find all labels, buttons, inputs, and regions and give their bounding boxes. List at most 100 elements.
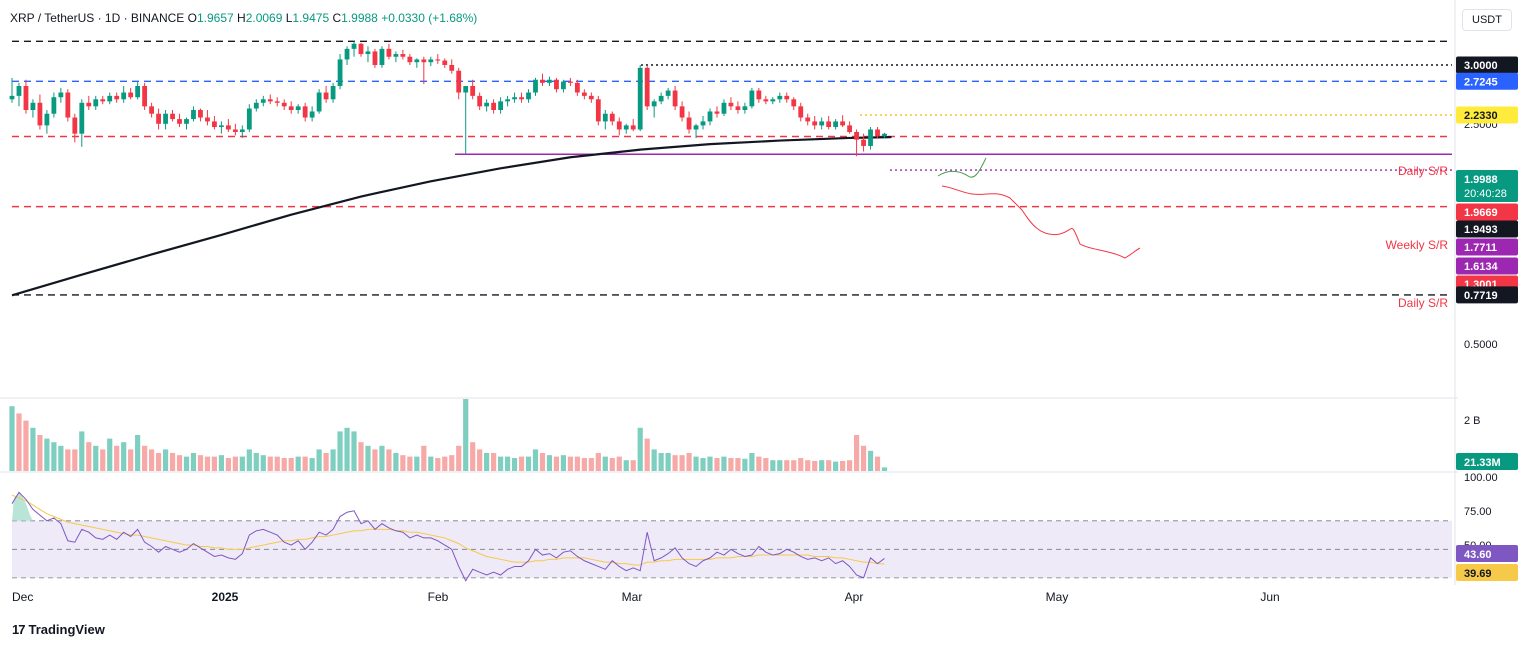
price-tag-1-9669 bbox=[1456, 203, 1518, 221]
volume-bar bbox=[798, 458, 804, 471]
price-tag-2-7245 bbox=[1456, 72, 1518, 90]
candle-body bbox=[826, 121, 832, 128]
volume-bar bbox=[784, 460, 790, 471]
volume-bar bbox=[155, 453, 162, 471]
candle-body bbox=[700, 121, 706, 126]
rsi-tick: 100.00 bbox=[1464, 472, 1498, 484]
candle-body bbox=[833, 121, 839, 128]
close-label: C bbox=[332, 11, 342, 25]
volume-bar bbox=[777, 460, 783, 471]
volume-bar bbox=[128, 449, 134, 471]
candle-body bbox=[568, 81, 573, 83]
volume-bar bbox=[358, 442, 364, 471]
candle-body bbox=[735, 106, 741, 110]
candle-body bbox=[742, 106, 748, 110]
candle-body bbox=[630, 125, 636, 130]
volume-bar bbox=[644, 438, 650, 471]
volume-bar bbox=[393, 453, 399, 471]
candle-body bbox=[400, 54, 406, 57]
volume-bar bbox=[812, 460, 818, 471]
volume-bar bbox=[267, 456, 273, 471]
rsi-tag bbox=[1456, 545, 1518, 562]
price-tag-3-text: 3.0000 bbox=[1464, 60, 1498, 72]
volume-bar bbox=[51, 442, 57, 471]
volume-bar bbox=[623, 460, 629, 471]
candle-body bbox=[854, 131, 859, 140]
volume-bar bbox=[805, 460, 811, 471]
candle-body bbox=[428, 59, 434, 63]
candle-body bbox=[693, 125, 699, 130]
candle-body bbox=[574, 82, 580, 93]
candle-body bbox=[379, 48, 385, 65]
candle-body bbox=[372, 51, 378, 65]
candle-body bbox=[93, 99, 99, 107]
tradingview-logo[interactable]: 17 TradingView bbox=[12, 622, 105, 637]
volume-bar bbox=[37, 435, 43, 471]
volume-bar bbox=[407, 456, 413, 471]
volume-bar bbox=[470, 442, 476, 471]
candle-body bbox=[163, 113, 168, 124]
volume-bar bbox=[791, 460, 797, 471]
candle-body bbox=[9, 95, 15, 100]
candle-body bbox=[456, 70, 462, 93]
candle-body bbox=[588, 95, 594, 100]
volume-bar bbox=[651, 449, 657, 471]
price-tag-1-7711-text: 1.7711 bbox=[1464, 242, 1497, 254]
candle-body bbox=[260, 99, 266, 103]
volume-bar bbox=[511, 458, 518, 471]
candle-body bbox=[44, 113, 50, 126]
volume-bar bbox=[449, 455, 455, 471]
volume-bar bbox=[630, 460, 636, 471]
volume-bar bbox=[246, 449, 252, 471]
currency-button[interactable]: USDT bbox=[1462, 9, 1512, 31]
tradingview-name: TradingView bbox=[28, 622, 105, 637]
candle-body bbox=[505, 99, 510, 102]
rsi-ma-tag bbox=[1456, 564, 1518, 581]
volume-bar bbox=[728, 458, 734, 471]
volume-bar bbox=[379, 445, 385, 471]
candle-body bbox=[170, 113, 175, 120]
volume-bar bbox=[477, 449, 483, 471]
candle-body bbox=[442, 60, 448, 65]
volume-bar bbox=[44, 438, 50, 471]
volume-bar bbox=[491, 453, 497, 471]
volume-bar bbox=[309, 458, 315, 471]
candle-body bbox=[302, 106, 308, 118]
price-tick: 0.5000 bbox=[1464, 339, 1498, 351]
volume-bar bbox=[700, 458, 706, 471]
volume-bar bbox=[100, 449, 106, 471]
candle-body bbox=[239, 129, 245, 132]
volume-bar bbox=[532, 449, 539, 471]
volume-bar bbox=[107, 438, 113, 471]
candle-body bbox=[288, 106, 294, 110]
sma-200-line bbox=[11, 135, 892, 297]
candle-body bbox=[386, 48, 392, 57]
volume-bar bbox=[658, 453, 664, 471]
volume-bar bbox=[9, 406, 15, 471]
candle-body bbox=[526, 92, 531, 100]
tradingview-logo-icon: 17 bbox=[12, 622, 26, 637]
volume-bar bbox=[456, 445, 462, 471]
high-label: H bbox=[237, 11, 246, 25]
time-tick: 2025 bbox=[212, 590, 239, 604]
symbol-label[interactable]: XRP / TetherUS · 1D · BINANCE bbox=[10, 11, 185, 25]
price-tag-2-233-text: 2.2330 bbox=[1464, 110, 1498, 122]
candle-body bbox=[484, 102, 490, 107]
rsi-tick: 75.00 bbox=[1464, 506, 1492, 518]
volume-bar bbox=[295, 456, 301, 471]
candle-body bbox=[609, 113, 615, 122]
rsi-ma-tag-text: 39.69 bbox=[1464, 568, 1492, 580]
low-value: 1.9475 bbox=[292, 11, 330, 25]
volume-bar bbox=[637, 427, 643, 471]
candle-body bbox=[581, 92, 587, 96]
volume-bar bbox=[442, 456, 448, 471]
volume-bar bbox=[23, 420, 29, 471]
volume-bar bbox=[546, 455, 553, 471]
candle-body bbox=[16, 86, 22, 96]
volume-bar bbox=[735, 458, 741, 471]
price-tag-1-6134 bbox=[1456, 257, 1518, 275]
candle-body bbox=[882, 133, 887, 137]
volume-bar bbox=[525, 456, 532, 471]
candle-body bbox=[30, 102, 36, 110]
